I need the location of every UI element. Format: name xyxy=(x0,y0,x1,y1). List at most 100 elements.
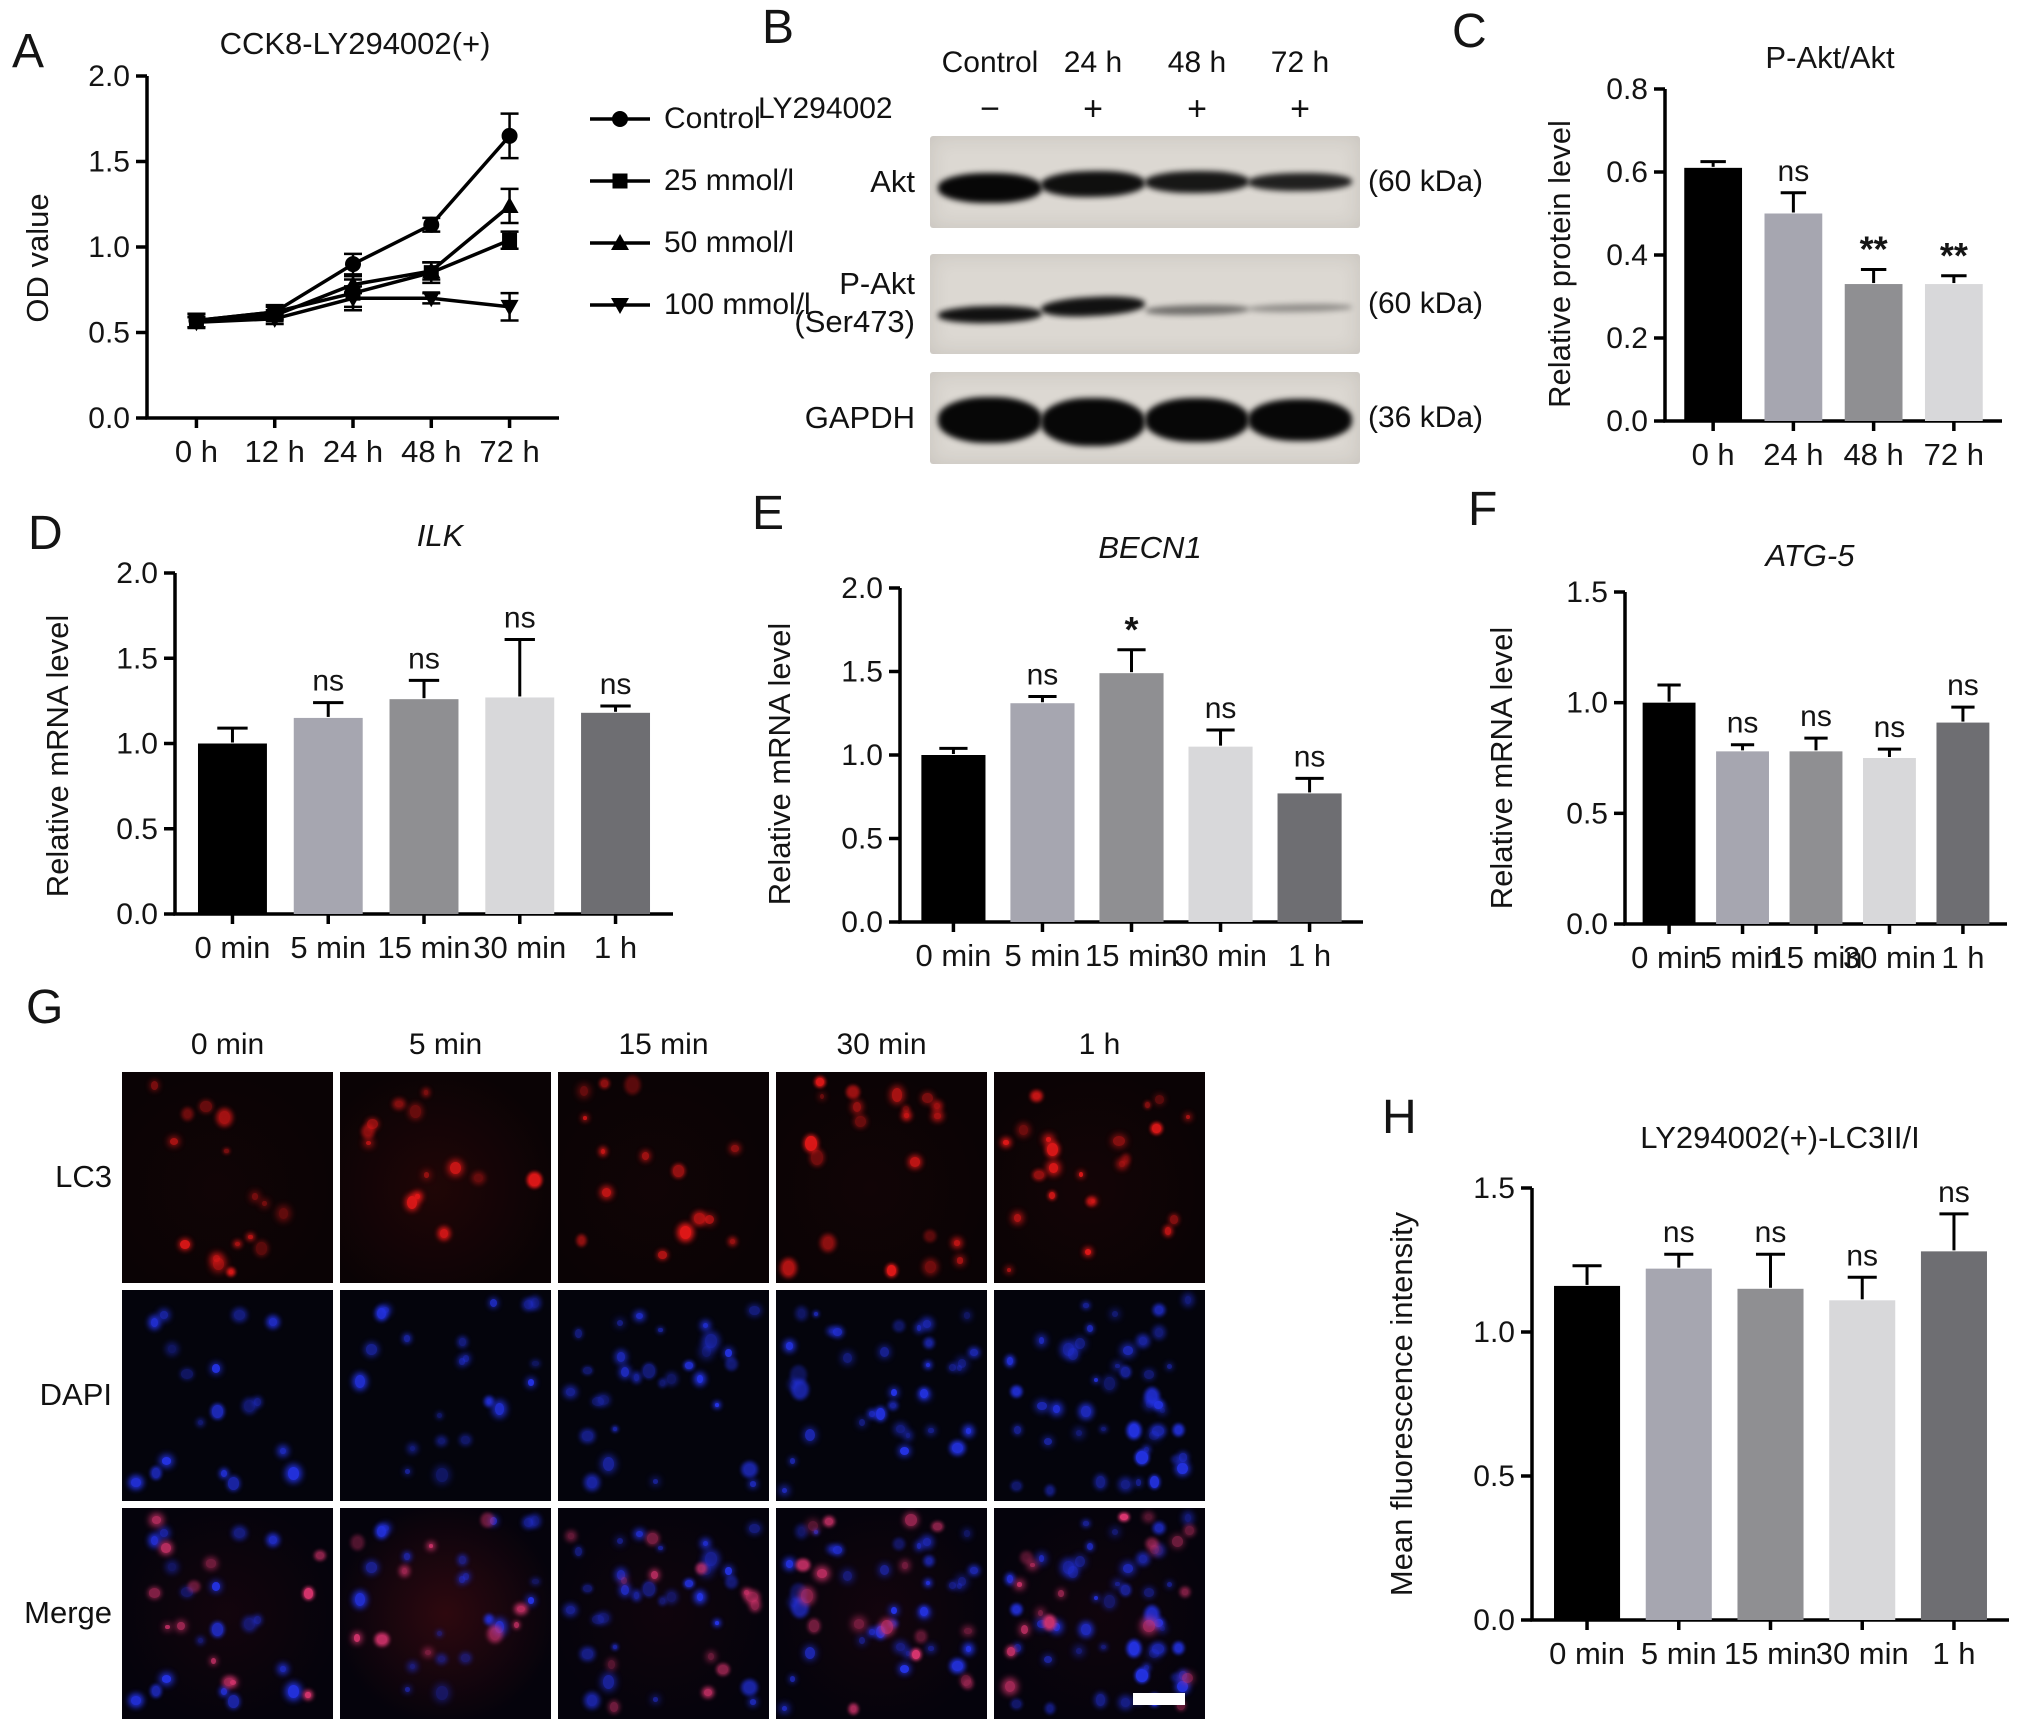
wb-band xyxy=(1248,398,1352,441)
fluorescence-dot xyxy=(160,1310,168,1319)
panel-h-letter: H xyxy=(1382,1091,1417,1144)
fluorescence-dot xyxy=(403,1553,410,1560)
fluorescence-dot xyxy=(1046,1142,1058,1157)
fluorescence-dot xyxy=(952,1661,963,1672)
legend-item: 25 mmol/l xyxy=(588,164,811,198)
wb-treatment-sign: − xyxy=(980,90,1000,128)
series-marker-triangle-down xyxy=(265,311,284,328)
fluorescence-dot xyxy=(813,1530,818,1535)
fluorescence-dot xyxy=(403,1335,410,1342)
fluorescence-dot xyxy=(916,1543,922,1549)
y-tick-label: 0.0 xyxy=(1566,908,1608,941)
fluorescence-dot xyxy=(906,1651,911,1656)
bar xyxy=(1737,1288,1804,1620)
fluorescence-dot xyxy=(957,1359,967,1369)
fluorescence-dot xyxy=(1046,1704,1053,1713)
fluorescence-dot xyxy=(181,1586,194,1597)
fluorescence-dot xyxy=(409,1445,415,1451)
y-tick-label: 1.5 xyxy=(841,656,883,689)
fluorescence-dot xyxy=(305,1691,311,1699)
fluorescence-dot xyxy=(658,1250,667,1259)
fluorescence-dot xyxy=(1169,1215,1178,1224)
fluorescence-dot xyxy=(790,1379,798,1390)
fluorescence-dot xyxy=(529,1173,541,1187)
x-tick-label: 15 min xyxy=(1724,1636,1817,1671)
fluorescence-dot xyxy=(176,1621,185,1631)
sig-label: ns xyxy=(1294,740,1326,773)
fluorescence-dot xyxy=(694,1213,705,1224)
fluorescence-dot xyxy=(354,1374,366,1389)
fluorescence-dot xyxy=(1078,1171,1084,1177)
y-tick-label: 0.0 xyxy=(116,898,158,931)
fluorescence-dot xyxy=(880,1619,893,1634)
fluorescence-dot xyxy=(1016,1582,1022,1587)
fluorescence-dot xyxy=(1119,1161,1125,1168)
fluorescence-dot xyxy=(1148,1648,1160,1659)
fluorescence-dot xyxy=(1174,1425,1182,1434)
fluorescence-dot xyxy=(1014,1214,1022,1222)
wb-kda-label: (60 kDa) xyxy=(1368,287,1484,320)
fluorescence-dot xyxy=(828,1547,834,1551)
fluorescence-dot xyxy=(495,1621,505,1633)
fluorescence-dot xyxy=(461,1435,470,1444)
bar-chart-svg-C: 0.0 0.2 0.4 0.6 0.8 0 h ns 24 h ** 48 h ** 72 h xyxy=(1606,73,2002,472)
fluorescence-dot xyxy=(731,1144,740,1153)
bar-chart-svg-D: 0.0 0.5 1.0 1.5 2.0 0 min ns 5 min ns 15 min ns 30 … xyxy=(116,557,673,965)
y-tick-label: 1.5 xyxy=(88,146,130,179)
fluorescence-dot xyxy=(633,1373,640,1381)
x-tick-label: 15 min xyxy=(377,930,470,965)
fluorescence-dot xyxy=(1006,1267,1012,1273)
fluorescence-dot xyxy=(896,1425,906,1434)
panel-c-letter: C xyxy=(1452,5,1487,58)
fluorescence-dot xyxy=(180,1240,190,1250)
fluorescence-dot xyxy=(651,1570,659,1580)
fluorescence-dot xyxy=(899,1447,910,1456)
fluorescence-dot xyxy=(409,1663,415,1669)
fluorescence-dot xyxy=(855,1116,867,1127)
fluorescence-dot xyxy=(608,1659,616,1669)
fluorescence-dot xyxy=(1148,1430,1160,1441)
fluorescence-dot xyxy=(636,1312,643,1319)
fluorescence-dot xyxy=(904,1513,917,1526)
fluorescence-dot xyxy=(1095,1694,1105,1706)
fluorescence-dot xyxy=(583,1116,588,1120)
legend-label: 25 mmol/l xyxy=(664,164,795,197)
fluorescence-dot xyxy=(641,1151,650,1160)
fluorescence-dot xyxy=(568,1533,575,1539)
fluorescence-dot xyxy=(1135,1451,1148,1464)
x-tick-label: 48 h xyxy=(1843,437,1903,472)
fluorescence-dot xyxy=(920,1388,928,1399)
fluorescence-dot xyxy=(587,1694,597,1706)
fluorescence-dot xyxy=(483,1515,492,1525)
y-tick-label: 0.4 xyxy=(1606,239,1648,272)
fluorescence-dot xyxy=(652,1697,659,1702)
g-column-label: 15 min xyxy=(618,1028,709,1061)
x-tick-label: 24 h xyxy=(1763,437,1823,472)
legend-marker-square xyxy=(590,173,650,189)
fluorescence-dot xyxy=(934,1102,941,1109)
fluorescence-dot xyxy=(744,1464,756,1476)
fluorescence-dot xyxy=(1037,1402,1047,1411)
fluorescence-dot xyxy=(819,1093,825,1100)
fluorescence-dot xyxy=(486,1616,492,1622)
fluorescence-dot xyxy=(702,1541,708,1547)
g-cell-merge-0 xyxy=(122,1508,333,1719)
fluorescence-dot xyxy=(928,1427,934,1434)
panel-a-line-chart: 0.0 0.5 1.0 1.5 2.0 0 h 12 h 24 h 48 h 72 h xyxy=(55,50,575,482)
fluorescence-dot xyxy=(212,1257,224,1271)
fluorescence-dot xyxy=(696,1593,703,1601)
fluorescence-dot xyxy=(168,1563,177,1571)
fluorescence-dot xyxy=(925,1260,937,1273)
sig-label: ns xyxy=(600,668,632,701)
fluorescence-dot xyxy=(463,1573,470,1580)
fluorescence-dot xyxy=(708,1653,715,1661)
panel-h-y-axis-label: Mean fluorescence intensity xyxy=(1384,1211,1419,1597)
fluorescence-dot xyxy=(963,1312,971,1319)
fluorescence-dot xyxy=(131,1696,141,1705)
fluorescence-dot xyxy=(1090,1198,1096,1203)
fluorescence-dot xyxy=(365,1140,371,1146)
fluorescence-dot xyxy=(901,1561,908,1570)
wb-treatment-sign: + xyxy=(1187,90,1207,128)
x-tick-label: 5 min xyxy=(1005,938,1081,973)
fluorescence-dot xyxy=(1171,1536,1183,1548)
